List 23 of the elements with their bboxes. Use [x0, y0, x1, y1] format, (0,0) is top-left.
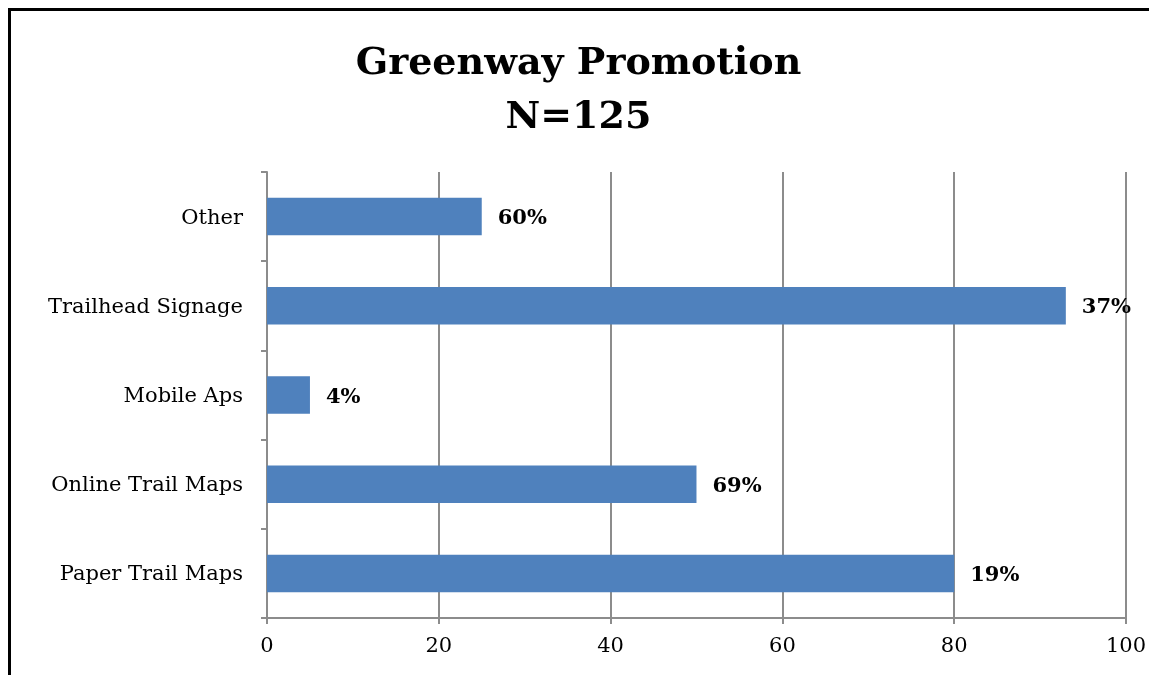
x-tick-label: 80: [940, 632, 968, 657]
x-tick-label: 20: [425, 632, 453, 657]
chart-title: Greenway Promotion: [355, 37, 802, 83]
x-tick-label: 100: [1105, 632, 1147, 657]
bar: [267, 287, 1066, 325]
x-tick-label: 40: [597, 632, 624, 657]
annotation: 4%: [325, 382, 361, 408]
annotation: 19%: [970, 560, 1020, 586]
bar: [267, 465, 697, 503]
y-tick-label: Mobile Aps: [123, 383, 243, 407]
annotation: 37%: [1081, 293, 1132, 319]
x-tick-label: 0: [260, 632, 274, 657]
chart-subtitle: N=125: [505, 91, 652, 137]
y-tick-label: Paper Trail Maps: [59, 561, 243, 586]
bar: [267, 554, 955, 593]
y-tick-label: Trailhead Signage: [47, 293, 243, 318]
y-tick-label: Online Trail Maps: [51, 472, 243, 497]
y-tick-label: Other: [181, 204, 244, 229]
x-tick-label: 60: [769, 632, 796, 657]
bar: [267, 197, 482, 236]
annotation: 60%: [497, 204, 547, 230]
annotation: 69%: [712, 471, 762, 497]
bar: [267, 376, 310, 414]
